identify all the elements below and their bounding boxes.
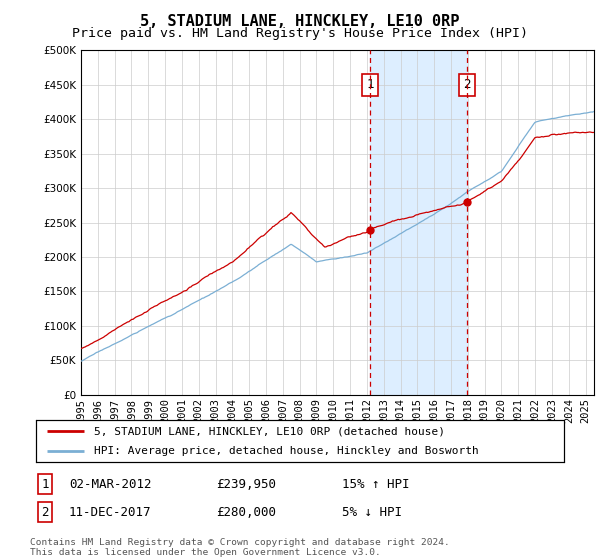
Text: 15% ↑ HPI: 15% ↑ HPI — [342, 478, 409, 491]
Text: 5% ↓ HPI: 5% ↓ HPI — [342, 506, 402, 519]
Text: 2: 2 — [41, 506, 49, 519]
Bar — [370, 50, 467, 395]
Text: 1: 1 — [366, 78, 374, 91]
Text: 5, STADIUM LANE, HINCKLEY, LE10 0RP: 5, STADIUM LANE, HINCKLEY, LE10 0RP — [140, 14, 460, 29]
Text: 02-MAR-2012: 02-MAR-2012 — [69, 478, 151, 491]
Text: Price paid vs. HM Land Registry's House Price Index (HPI): Price paid vs. HM Land Registry's House … — [72, 27, 528, 40]
Text: 11-DEC-2017: 11-DEC-2017 — [69, 506, 151, 519]
Text: 2: 2 — [463, 78, 471, 91]
Text: £239,950: £239,950 — [216, 478, 276, 491]
Text: 5, STADIUM LANE, HINCKLEY, LE10 0RP (detached house): 5, STADIUM LANE, HINCKLEY, LE10 0RP (det… — [94, 426, 445, 436]
Text: Contains HM Land Registry data © Crown copyright and database right 2024.
This d: Contains HM Land Registry data © Crown c… — [30, 538, 450, 557]
Text: £280,000: £280,000 — [216, 506, 276, 519]
Text: HPI: Average price, detached house, Hinckley and Bosworth: HPI: Average price, detached house, Hinc… — [94, 446, 479, 456]
Text: 1: 1 — [41, 478, 49, 491]
